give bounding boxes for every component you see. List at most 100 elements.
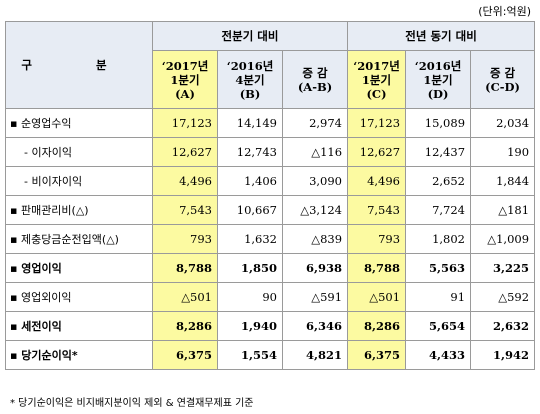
col-header-c-d: 증 감 (C-D) bbox=[470, 50, 536, 109]
col-header-d: ‘2016년 1분기 (D) bbox=[405, 50, 472, 109]
col-header-text: ‘2016년 bbox=[226, 58, 274, 73]
col-header-text: (C) bbox=[366, 86, 387, 101]
col-header-text: (D) bbox=[427, 86, 449, 101]
col-header-text: (B) bbox=[239, 86, 261, 101]
cell-value: 793 bbox=[347, 224, 407, 254]
cell-value: 91 bbox=[405, 282, 472, 312]
cell-value: △839 bbox=[281, 224, 349, 254]
cell-value: 12,627 bbox=[347, 137, 407, 167]
cell-value: 12,627 bbox=[152, 137, 218, 167]
group-header-prev-quarter: 전분기 대비 bbox=[151, 21, 349, 51]
cell-value: △501 bbox=[152, 282, 218, 312]
col-header-c: ‘2017년 1분기 (C) bbox=[347, 50, 407, 109]
col-header-text: 1분기 bbox=[423, 72, 453, 87]
cell-value: 1,942 bbox=[470, 340, 536, 370]
cell-value: 3,090 bbox=[281, 166, 349, 196]
col-header-text: 1분기 bbox=[361, 72, 392, 87]
cell-value: △501 bbox=[347, 282, 407, 312]
row-label: ▪ 당기순이익* bbox=[5, 340, 153, 370]
cell-value: 4,821 bbox=[281, 340, 349, 370]
cell-value: 8,286 bbox=[152, 311, 218, 341]
cell-value: 6,375 bbox=[347, 340, 407, 370]
table-row: ▪ 당기순이익* 6,375 1,554 4,821 6,375 4,433 1… bbox=[5, 340, 536, 370]
col-header-a-b: 증 감 (A-B) bbox=[281, 50, 349, 109]
col-header-text: 4분기 bbox=[235, 72, 265, 87]
cell-value: 2,652 bbox=[405, 166, 472, 196]
cell-value: △592 bbox=[470, 282, 536, 312]
cell-value: 8,788 bbox=[347, 253, 407, 283]
table-row: - 비이자이익 4,496 1,406 3,090 4,496 2,652 1,… bbox=[5, 166, 536, 196]
table-row: ▪ 순영업수익 17,123 14,149 2,974 17,123 15,08… bbox=[5, 108, 536, 138]
cell-value: 190 bbox=[470, 137, 536, 167]
col-header-text: 증 감 bbox=[302, 65, 328, 80]
cell-value: 17,123 bbox=[152, 108, 218, 138]
col-header-a: ‘2017년 1분기 (A) bbox=[152, 50, 218, 109]
cell-value: 4,496 bbox=[152, 166, 218, 196]
cell-value: 2,034 bbox=[470, 108, 536, 138]
cell-value: △3,124 bbox=[281, 195, 349, 225]
cell-value: 793 bbox=[152, 224, 218, 254]
cell-value: 1,802 bbox=[405, 224, 472, 254]
unit-label: (단위:억원) bbox=[478, 5, 531, 18]
cell-value: 10,667 bbox=[217, 195, 283, 225]
col-header-text: (A) bbox=[175, 86, 195, 101]
cell-value: 1,632 bbox=[217, 224, 283, 254]
row-label: - 비이자이익 bbox=[5, 166, 153, 196]
cell-value: 7,543 bbox=[347, 195, 407, 225]
cell-value: 1,850 bbox=[217, 253, 283, 283]
col-header-text: 증 감 bbox=[489, 65, 516, 80]
cell-value: 1,844 bbox=[470, 166, 536, 196]
cell-value: △591 bbox=[281, 282, 349, 312]
cell-value: 7,724 bbox=[405, 195, 472, 225]
cell-value: 1,554 bbox=[217, 340, 283, 370]
cell-value: 5,654 bbox=[405, 311, 472, 341]
cell-value: 15,089 bbox=[405, 108, 472, 138]
cell-value: 12,437 bbox=[405, 137, 472, 167]
table-row: ▪ 제충당금순전입액(△) 793 1,632 △839 793 1,802 △… bbox=[5, 224, 536, 254]
cell-value: 6,938 bbox=[281, 253, 349, 283]
cell-value: 5,563 bbox=[405, 253, 472, 283]
cell-value: 1,406 bbox=[217, 166, 283, 196]
row-label: ▪ 영업외이익 bbox=[5, 282, 153, 312]
row-label: ▪ 영업이익 bbox=[5, 253, 153, 283]
cell-value: 6,346 bbox=[281, 311, 349, 341]
table-row: ▪ 영업이익 8,788 1,850 6,938 8,788 5,563 3,2… bbox=[5, 253, 536, 283]
col-header-text: ‘2016년 bbox=[414, 58, 462, 73]
cell-value: 3,225 bbox=[470, 253, 536, 283]
cell-value: 90 bbox=[217, 282, 283, 312]
category-header: 구 분 bbox=[5, 21, 153, 109]
row-label: - 이자이익 bbox=[5, 137, 153, 167]
cell-value: 6,375 bbox=[152, 340, 218, 370]
cell-value: 8,788 bbox=[152, 253, 218, 283]
group-header-prev-year: 전년 동기 대비 bbox=[347, 21, 536, 51]
cell-value: 2,632 bbox=[470, 311, 536, 341]
cell-value: 7,543 bbox=[152, 195, 218, 225]
cell-value: △1,009 bbox=[470, 224, 536, 254]
table-row: - 이자이익 12,627 12,743 △116 12,627 12,437 … bbox=[5, 137, 536, 167]
col-header-text: ‘2017년 bbox=[353, 58, 400, 73]
cell-value: △181 bbox=[470, 195, 536, 225]
col-header-b: ‘2016년 4분기 (B) bbox=[217, 50, 283, 109]
cell-value: 8,286 bbox=[347, 311, 407, 341]
table-row: ▪ 영업외이익 △501 90 △591 △501 91 △592 bbox=[5, 282, 536, 312]
cell-value: 12,743 bbox=[217, 137, 283, 167]
table-row: ▪ 판매관리비(△) 7,543 10,667 △3,124 7,543 7,7… bbox=[5, 195, 536, 225]
cell-value: 4,433 bbox=[405, 340, 472, 370]
row-label: ▪ 판매관리비(△) bbox=[5, 195, 153, 225]
col-header-text: (C-D) bbox=[485, 79, 520, 94]
table-row: ▪ 세전이익 8,286 1,940 6,346 8,286 5,654 2,6… bbox=[5, 311, 536, 341]
row-label: ▪ 제충당금순전입액(△) bbox=[5, 224, 153, 254]
row-label: ▪ 순영업수익 bbox=[5, 108, 153, 138]
cell-value: △116 bbox=[281, 137, 349, 167]
cell-value: 1,940 bbox=[217, 311, 283, 341]
col-header-text: ‘2017년 bbox=[161, 58, 209, 73]
income-table: 구 분 전분기 대비 전년 동기 대비 ‘2017년 1분기 (A) ‘2016년 4… bbox=[5, 21, 536, 370]
cell-value: 4,496 bbox=[347, 166, 407, 196]
col-header-text: 1분기 bbox=[170, 72, 200, 87]
row-label: ▪ 세전이익 bbox=[5, 311, 153, 341]
cell-value: 14,149 bbox=[217, 108, 283, 138]
cell-value: 17,123 bbox=[347, 108, 407, 138]
cell-value: 2,974 bbox=[281, 108, 349, 138]
col-header-text: (A-B) bbox=[297, 79, 333, 94]
footnote: * 당기순이익은 비지배지분이익 제외 & 연결재무제표 기준 bbox=[10, 398, 254, 409]
